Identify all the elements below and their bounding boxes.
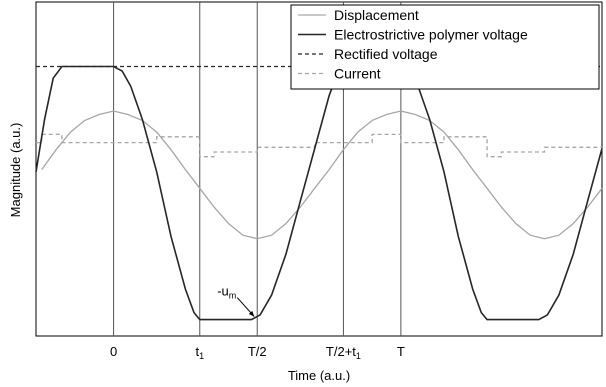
- annotation-arrowhead-1: [248, 310, 255, 317]
- series-electrostrictive-polymer-voltage: [35, 65, 603, 321]
- legend-label-3: Current: [334, 66, 381, 82]
- legend-label-0: Displacement: [334, 7, 419, 23]
- legend-box: [290, 4, 600, 90]
- x-tick-label-4: T: [397, 344, 405, 359]
- legend-label-1: Electrostrictive polymer voltage: [334, 27, 528, 43]
- y-axis-label: Magnitude (a.u.): [8, 123, 23, 218]
- x-tick-label-2: T/2: [248, 344, 267, 359]
- series-layer: [35, 65, 603, 321]
- series-current: [36, 133, 602, 158]
- legend-label-2: Rectified voltage: [334, 46, 438, 62]
- x-tick-label-0: 0: [110, 344, 117, 359]
- x-tick-labels: 0 t1 T/2 T/2+t1 T: [110, 344, 405, 361]
- annotation-label-1: -um: [217, 284, 236, 301]
- legend: Displacement Electrostrictive polymer vol…: [290, 4, 600, 90]
- x-axis-label: Time (a.u.): [288, 368, 350, 383]
- series-displacement: [41, 110, 603, 240]
- x-tick-label-1: t1: [195, 344, 204, 361]
- x-tick-label-3: T/2+t1: [326, 344, 361, 361]
